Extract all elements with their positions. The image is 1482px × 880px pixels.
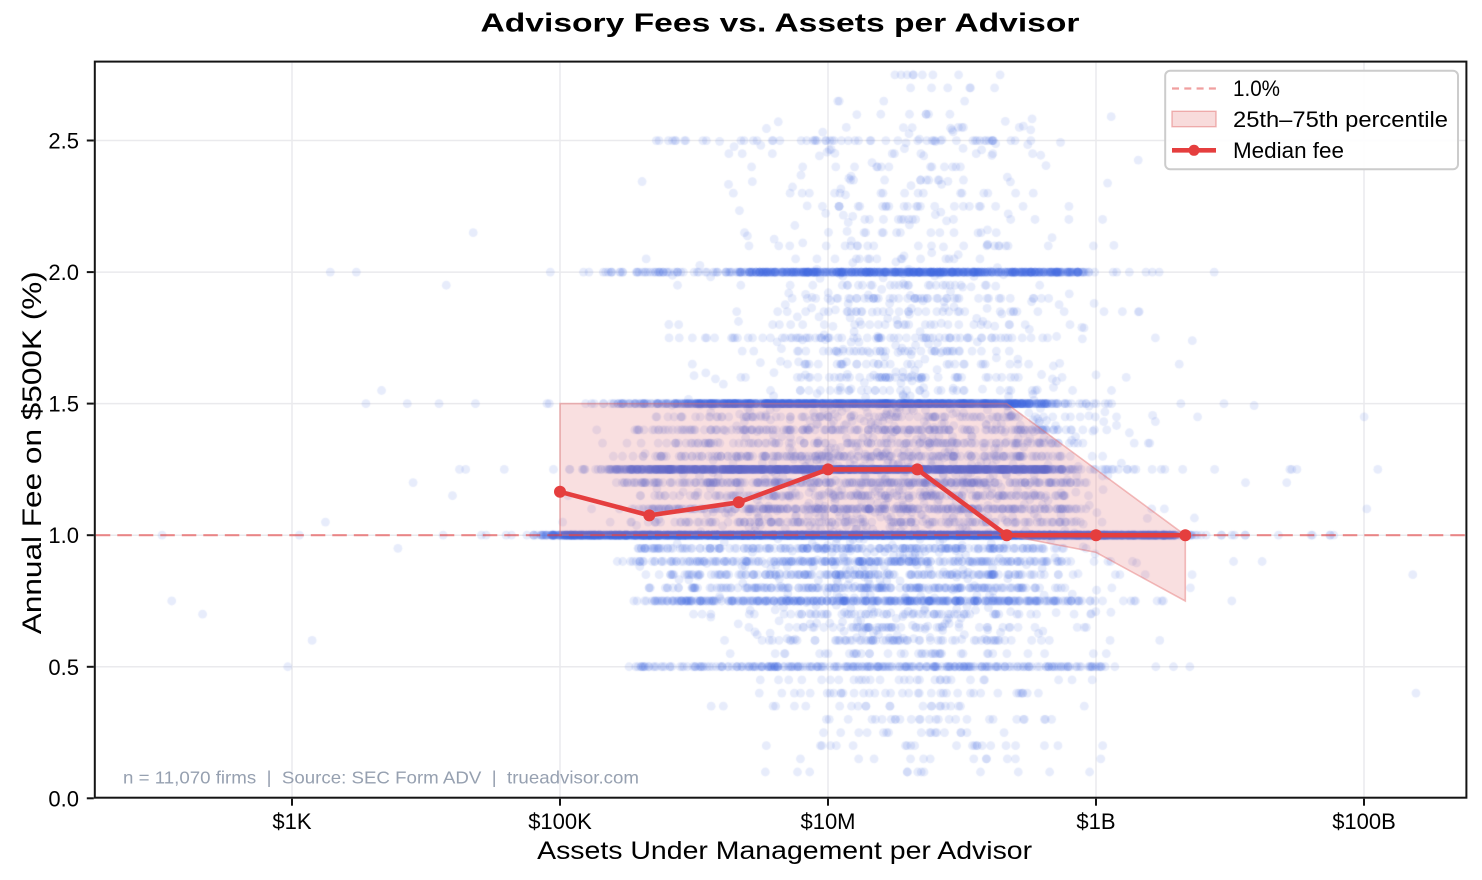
svg-text:25th–75th percentile: 25th–75th percentile	[1233, 107, 1448, 132]
svg-text:$1B: $1B	[1076, 809, 1115, 834]
svg-text:1.5: 1.5	[48, 392, 79, 417]
svg-text:2.0: 2.0	[48, 260, 79, 285]
svg-text:1.0%: 1.0%	[1233, 76, 1280, 101]
svg-text:$100K: $100K	[528, 809, 592, 834]
svg-text:Median fee: Median fee	[1233, 138, 1344, 163]
svg-text:Assets Under Management per Ad: Assets Under Management per Advisor	[537, 837, 1032, 865]
svg-text:0.0: 0.0	[48, 786, 79, 811]
svg-text:$10M: $10M	[800, 809, 855, 834]
svg-text:Annual Fee on $500K (%): Annual Fee on $500K (%)	[17, 271, 47, 634]
svg-text:n = 11,070 firms | Source: S: n = 11,070 firms | Source: SEC Form ADV …	[123, 768, 639, 788]
svg-text:Advisory Fees vs. Assets per A: Advisory Fees vs. Assets per Advisor	[481, 8, 1080, 38]
svg-text:1.0: 1.0	[48, 523, 79, 548]
svg-text:2.5: 2.5	[48, 129, 79, 154]
svg-text:$100B: $100B	[1332, 809, 1396, 834]
svg-text:0.5: 0.5	[48, 655, 79, 680]
svg-text:$1K: $1K	[272, 809, 311, 834]
